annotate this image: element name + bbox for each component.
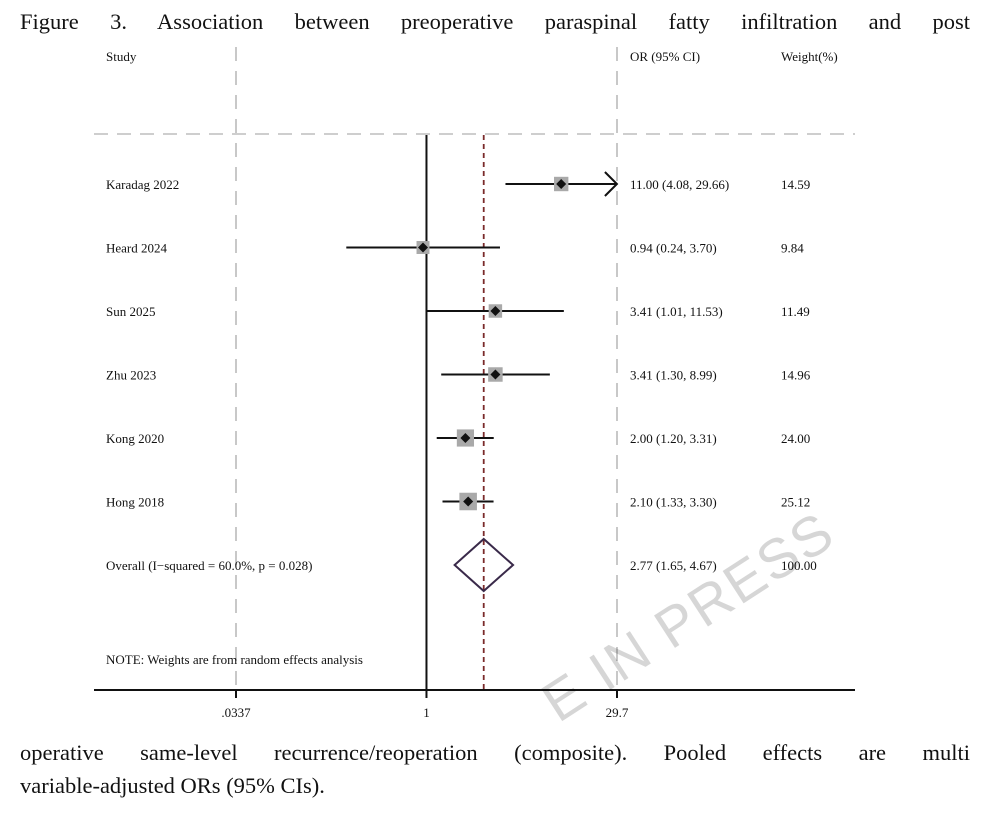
- point-estimate: [463, 496, 474, 507]
- or-header: OR (95% CI): [630, 49, 700, 64]
- overall-or-ci-value: 2.77 (1.65, 4.67): [630, 558, 717, 573]
- caption-line-2: variable-adjusted ORs (95% CIs).: [20, 773, 325, 798]
- weight-value: 9.84: [781, 241, 804, 256]
- figure-caption-continuation: operative same-level recurrence/reoperat…: [20, 736, 970, 802]
- or-ci-value: 2.10 (1.33, 3.30): [630, 495, 717, 510]
- forest-plot: Study OR (95% CI) Weight(%) Karadag 2022 11…: [94, 47, 855, 720]
- study-row: Heard 2024 0.94 (0.24, 3.70) 9.84: [106, 241, 804, 256]
- overall-row: Overall (I−squared = 60.0%, p = 0.028) 2.…: [106, 537, 817, 593]
- or-ci-value: 3.41 (1.30, 8.99): [630, 368, 717, 383]
- overall-label: Overall (I−squared = 60.0%, p = 0.028): [106, 558, 312, 573]
- or-ci-value: 11.00 (4.08, 29.66): [630, 177, 729, 192]
- study-row: Kong 2020 2.00 (1.20, 3.31) 24.00: [106, 429, 810, 447]
- weight-value: 24.00: [781, 431, 810, 446]
- study-label: Zhu 2023: [106, 368, 156, 383]
- study-row: Hong 2018 2.10 (1.33, 3.30) 25.12: [106, 492, 810, 511]
- weight-value: 14.59: [781, 177, 810, 192]
- weight-value: 25.12: [781, 495, 810, 510]
- weight-header: Weight(%): [781, 49, 838, 64]
- or-ci-value: 2.00 (1.20, 3.31): [630, 431, 717, 446]
- weight-value: 14.96: [781, 368, 811, 383]
- or-ci-value: 0.94 (0.24, 3.70): [630, 241, 717, 256]
- truncation-arrow: [604, 171, 619, 197]
- study-row: Sun 2025 3.41 (1.01, 11.53) 11.49: [106, 304, 810, 319]
- study-label: Heard 2024: [106, 241, 168, 256]
- point-estimate: [460, 433, 471, 443]
- x-tick-label: .0337: [221, 705, 251, 720]
- pooled-diamond: [453, 537, 515, 593]
- study-label: Kong 2020: [106, 431, 164, 446]
- point-estimate: [490, 369, 501, 380]
- study-row: Zhu 2023 3.41 (1.30, 8.99) 14.96: [106, 367, 811, 383]
- weights-note: NOTE: Weights are from random effects an…: [106, 652, 363, 667]
- weight-value: 11.49: [781, 304, 810, 319]
- overall-weight-value: 100.00: [781, 558, 817, 573]
- x-tick-label: 29.7: [606, 705, 629, 720]
- study-label: Karadag 2022: [106, 177, 179, 192]
- study-row: Karadag 2022 11.00 (4.08, 29.66) 14.59: [106, 171, 810, 197]
- study-header: Study: [106, 49, 137, 64]
- study-label: Sun 2025: [106, 304, 155, 319]
- caption-line-1: operative same-level recurrence/reoperat…: [20, 740, 970, 765]
- study-label: Hong 2018: [106, 495, 164, 510]
- point-estimate: [417, 242, 428, 253]
- figure-caption-title: Figure 3. Association between preoperati…: [20, 9, 970, 34]
- or-ci-value: 3.41 (1.01, 11.53): [630, 304, 723, 319]
- point-estimate: [556, 179, 567, 189]
- point-estimate: [490, 306, 501, 316]
- x-tick-label: 1: [423, 705, 430, 720]
